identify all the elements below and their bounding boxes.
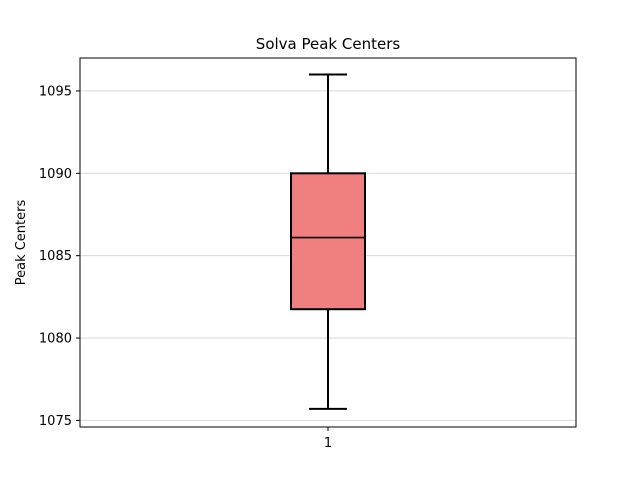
- y-tick-label: 1095: [39, 84, 72, 99]
- y-axis-label: Peak Centers: [14, 200, 29, 286]
- box-layer: [290, 73, 366, 410]
- tick-layer: 1075 1080 1085 1090 1095 1: [39, 84, 332, 451]
- y-tick-label: 1090: [39, 167, 72, 182]
- y-tick-label: 1080: [39, 332, 72, 347]
- interquartile-box: [290, 172, 366, 311]
- y-tick-label: 1075: [39, 414, 72, 429]
- x-tick-label: 1: [324, 436, 332, 451]
- chart-title: Solva Peak Centers: [256, 35, 401, 53]
- y-tick-label: 1085: [39, 249, 72, 264]
